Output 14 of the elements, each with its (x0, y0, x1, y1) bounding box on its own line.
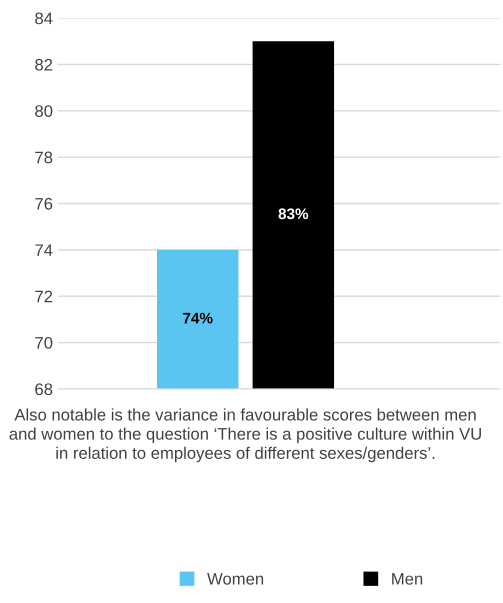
y-tick-label: 76 (35, 198, 52, 210)
data-label: 83% (278, 208, 308, 220)
y-tick-label: 68 (35, 383, 52, 396)
legend-label: Men (392, 573, 422, 585)
legend-label: Women (207, 573, 264, 585)
y-tick-label: 82 (35, 58, 52, 71)
y-tick-label: 80 (35, 105, 52, 118)
y-tick-label: 84 (35, 12, 52, 24)
y-tick-label: 70 (35, 336, 52, 349)
y-tick-label: 78 (35, 152, 52, 164)
data-label: 74% (183, 312, 213, 324)
y-tick-label: 72 (35, 290, 52, 302)
x-tick-label: Also notable is the variance in favourable scores between men and women to the question ‘There is a positive culture within VU in relation to employees of different sexes/genders’. (10, 408, 481, 462)
y-tick-label: 74 (35, 244, 52, 256)
